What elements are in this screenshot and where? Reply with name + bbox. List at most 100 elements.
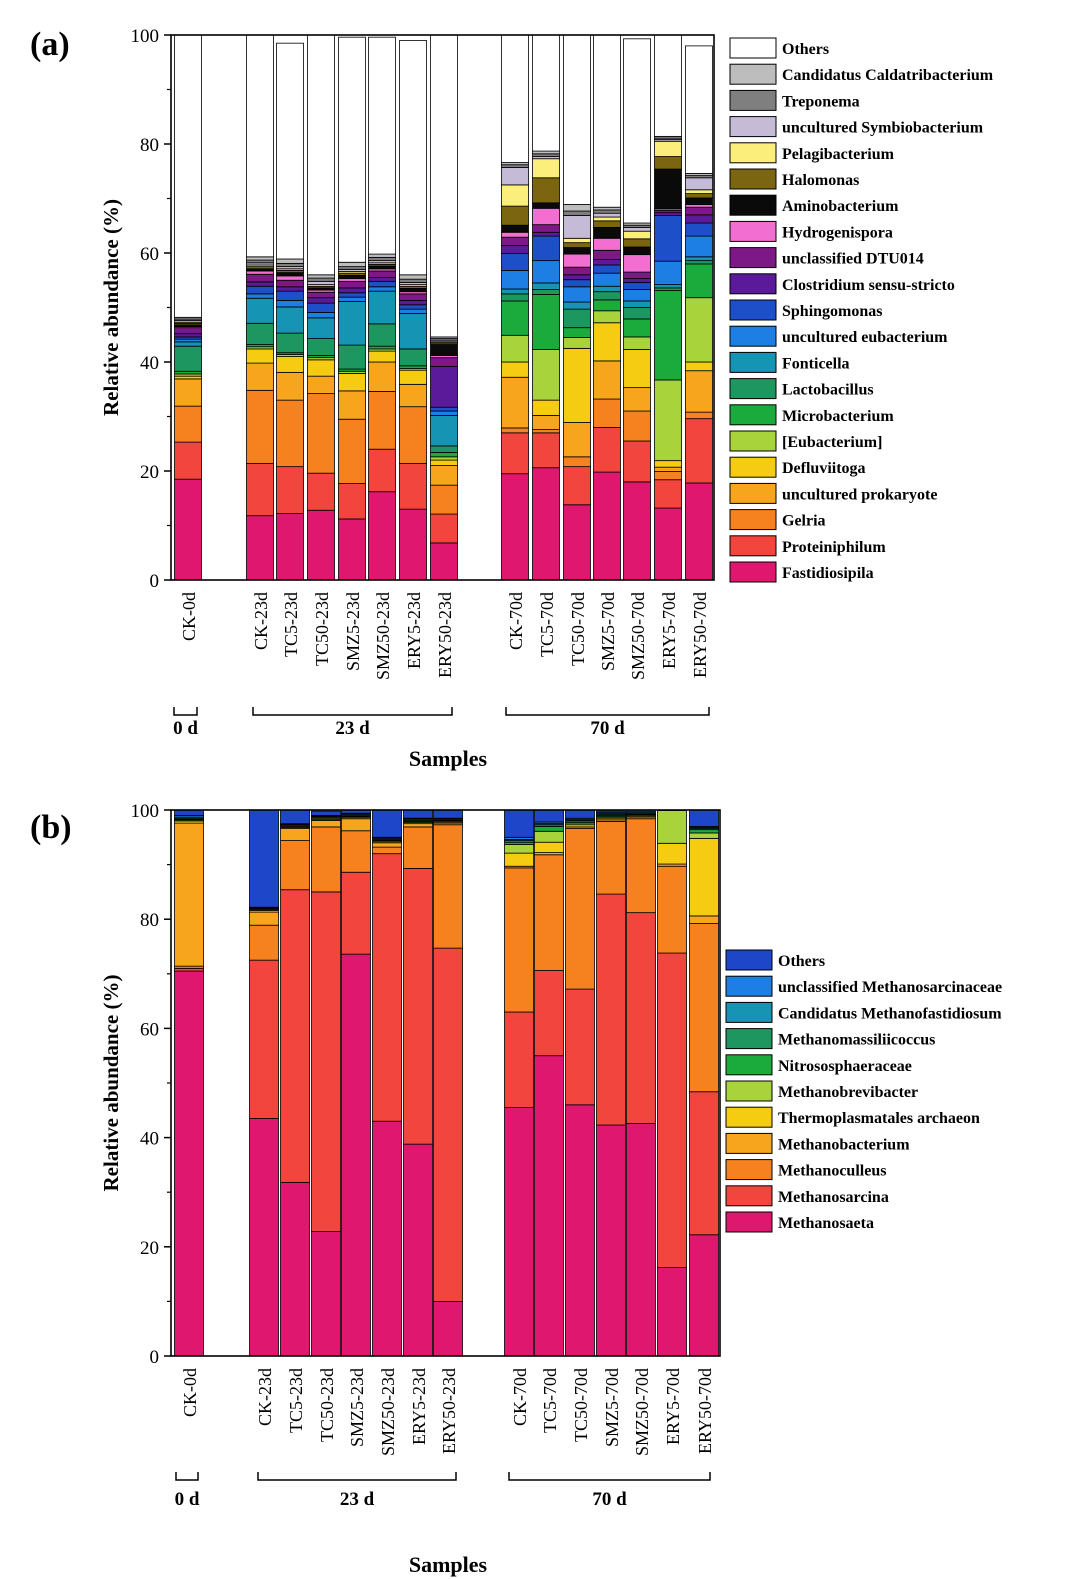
bar-segment <box>174 327 202 335</box>
bar-segment <box>246 34 274 258</box>
bar-segment <box>311 819 341 828</box>
bar-segment <box>399 40 427 276</box>
bar-segment <box>174 478 202 581</box>
bar-segment <box>276 258 304 264</box>
bar-segment <box>623 278 651 283</box>
y-tick-label: 60 <box>140 1019 159 1040</box>
bar-segment <box>534 1055 564 1357</box>
bar-segment <box>174 809 204 816</box>
bar-segment <box>532 34 560 152</box>
legend-label: unclassified Methanosarcinaceae <box>778 979 1002 996</box>
bar-segment <box>403 823 433 828</box>
x-tick-label: SMZ50-23d <box>373 592 393 680</box>
legend-label: [Eubacterium] <box>782 434 882 451</box>
bar-segment <box>532 235 560 262</box>
bar-segment <box>311 891 341 1232</box>
bar-segment <box>399 313 427 350</box>
legend-label: Aminobacterium <box>782 198 899 215</box>
legend-label: Gelria <box>782 513 826 530</box>
bar-segment <box>532 224 560 233</box>
legend-label: Methanobacterium <box>778 1136 910 1153</box>
legend-label: Candidatus Methanofastidiosum <box>778 1005 1002 1022</box>
bar-segment <box>534 825 564 832</box>
bar-segment <box>593 285 621 293</box>
bar-segment <box>623 318 651 338</box>
bar-segment <box>338 296 366 302</box>
legend-swatch <box>729 561 777 583</box>
legend-label: Methanobrevibacter <box>778 1084 918 1101</box>
bar-segment <box>430 513 458 544</box>
bar-segment <box>563 308 591 329</box>
bar-segment <box>372 846 402 855</box>
bar-segment <box>626 1123 656 1357</box>
bar-segment <box>623 246 651 256</box>
bar-segment <box>276 306 304 334</box>
bar-segment <box>593 471 621 581</box>
bar-segment <box>623 349 651 389</box>
bar-segment <box>657 865 687 954</box>
bar-segment <box>563 422 591 458</box>
bar-segment <box>246 285 274 295</box>
bar-segment <box>623 238 651 248</box>
bar-segment <box>654 156 682 170</box>
bar-segment <box>504 1107 534 1357</box>
bar-segment <box>368 491 396 581</box>
bar-segment <box>246 322 274 345</box>
bar-segment <box>246 389 274 464</box>
group-bracket <box>252 707 453 716</box>
legend-label: Candidatus Caldatribacterium <box>782 67 994 84</box>
bar-segment <box>368 277 396 282</box>
bar-segment <box>689 915 719 924</box>
x-tick-label: SMZ5-70d <box>598 592 618 671</box>
bar-segment <box>623 387 651 412</box>
bar-segment <box>623 440 651 483</box>
bar-segment <box>501 224 529 233</box>
bar-segment <box>563 247 591 255</box>
bar-segment <box>430 415 458 447</box>
bar-segment <box>501 361 529 378</box>
bar-segment <box>174 378 202 407</box>
bar-segment <box>338 278 366 282</box>
bar-segment <box>563 337 591 349</box>
bar-segment <box>657 1267 687 1357</box>
bar-segment <box>657 952 687 1268</box>
x-tick-label: SMZ50-23d <box>378 1368 398 1456</box>
bar-segment <box>623 230 651 240</box>
bar-segment <box>338 261 366 268</box>
bar-segment <box>654 460 682 468</box>
bar-segment <box>280 889 310 1183</box>
bar-segment <box>654 214 682 262</box>
bar-segment <box>307 277 335 282</box>
bar-segment <box>341 871 371 955</box>
x-tick-label: TC5-23d <box>281 592 301 657</box>
bar-segment <box>174 370 202 375</box>
bar-segment <box>399 462 427 510</box>
bar-segment <box>563 266 591 276</box>
bar-segment <box>399 278 427 283</box>
bar-segment <box>338 301 366 346</box>
bar-segment <box>246 462 274 517</box>
legend-label: Others <box>782 41 829 58</box>
legend-swatch <box>729 299 777 321</box>
bar-segment <box>501 236 529 246</box>
bar-segment <box>593 226 621 239</box>
bar-segment <box>532 399 560 416</box>
bar-segment <box>372 809 402 838</box>
x-tick-label: ERY5-23d <box>409 1368 429 1445</box>
bar-segment <box>501 244 529 254</box>
bar-segment <box>368 350 396 363</box>
bar-segment <box>368 345 396 350</box>
bar-segment <box>399 300 427 306</box>
bar-segment <box>501 167 529 186</box>
group-label: 0 d <box>173 718 198 739</box>
legend-label: Lactobacillus <box>782 382 874 399</box>
bar-segment <box>368 256 396 262</box>
bar-segment <box>685 370 713 413</box>
bar-segment <box>368 448 396 493</box>
bar-segment <box>532 432 560 469</box>
bar-segment <box>249 911 279 926</box>
bar-segment <box>532 294 560 350</box>
bar-segment <box>174 822 204 967</box>
bar-segment <box>276 300 304 308</box>
x-tick-label: CK-23d <box>251 592 271 650</box>
